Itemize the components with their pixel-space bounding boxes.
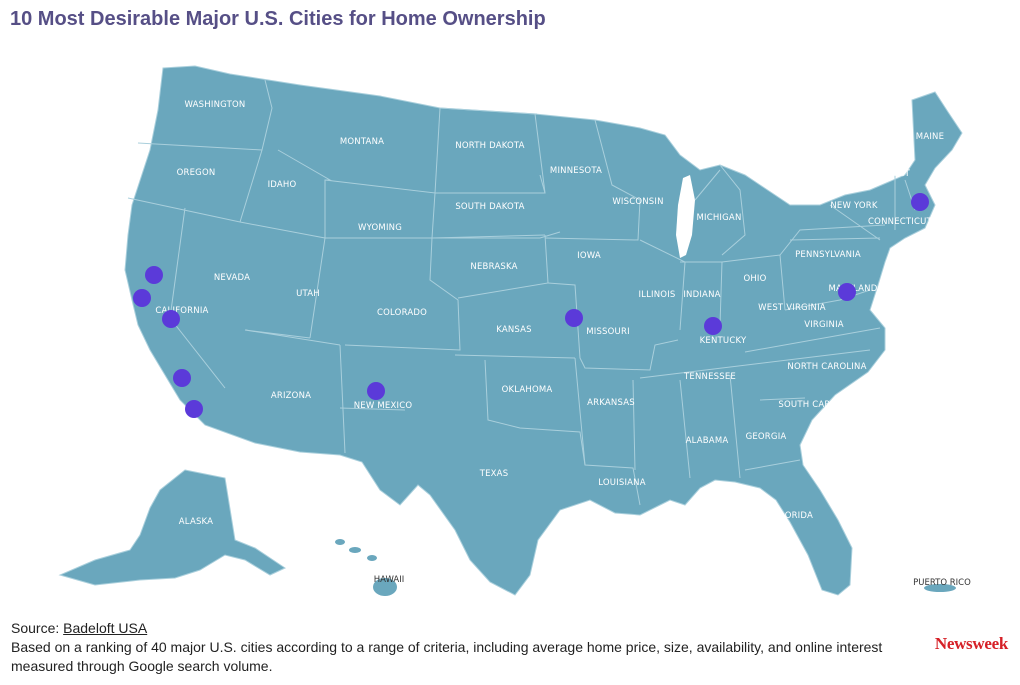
label-puerto-rico: PUERTO RICO: [913, 578, 971, 588]
label-vermont: VERMONT: [866, 169, 911, 179]
label-oklahoma: OKLAHOMA: [502, 385, 553, 395]
label-south-dakota: SOUTH DAKOTA: [455, 202, 524, 212]
city-markers: [133, 193, 929, 418]
label-idaho: IDAHO: [268, 180, 297, 190]
label-south-carolina: SOUTH CAROLINA: [778, 400, 857, 410]
label-nebraska: NEBRASKA: [470, 262, 517, 272]
puerto-rico-island: [924, 584, 956, 592]
label-north-carolina: NORTH CAROLINA: [787, 362, 866, 372]
label-connecticut: CONNECTICUT: [868, 217, 933, 227]
label-iowa: IOWA: [577, 251, 601, 261]
city-marker[interactable]: [145, 266, 163, 284]
label-michigan: MICHIGAN: [696, 213, 741, 223]
label-kansas: KANSAS: [496, 325, 532, 335]
hawaii-islands: [335, 539, 397, 596]
city-marker[interactable]: [133, 289, 151, 307]
city-marker[interactable]: [162, 310, 180, 328]
label-virginia: VIRGINIA: [804, 320, 844, 330]
source-prefix: Source:: [11, 620, 64, 636]
label-missouri: MISSOURI: [586, 327, 630, 337]
label-ohio: OHIO: [743, 274, 766, 284]
state-labels: WASHINGTON OREGON IDAHO MONTANA WYOMING …: [155, 100, 971, 588]
city-marker[interactable]: [838, 283, 856, 301]
label-new-york: NEW YORK: [830, 201, 878, 211]
label-west-virginia: WEST VIRGINIA: [758, 303, 826, 313]
label-new-mexico: NEW MEXICO: [354, 401, 413, 411]
label-florida: FLORIDA: [775, 511, 813, 521]
city-marker[interactable]: [367, 382, 385, 400]
source-link[interactable]: Badeloft USA: [63, 620, 148, 636]
methodology-note: Based on a ranking of 40 major U.S. citi…: [11, 639, 883, 674]
lake-michigan: [676, 175, 695, 258]
label-utah: UTAH: [296, 289, 320, 299]
label-wyoming: WYOMING: [358, 223, 402, 233]
label-california: CALIFORNIA: [155, 306, 208, 316]
map-title: 10 Most Desirable Major U.S. Cities for …: [10, 8, 546, 30]
label-washington: WASHINGTON: [185, 100, 246, 110]
label-kentucky: KENTUCKY: [700, 336, 747, 346]
label-alaska: ALASKA: [179, 517, 213, 527]
state-borders: [127, 79, 916, 506]
footer: Source: Badeloft USA Based on a ranking …: [11, 619, 901, 676]
city-marker[interactable]: [911, 193, 929, 211]
label-indiana: INDIANA: [683, 290, 720, 300]
label-wisconsin: WISCONSIN: [612, 197, 663, 207]
label-montana: MONTANA: [340, 137, 384, 147]
label-hawaii: HAWAII: [374, 575, 405, 585]
label-arizona: ARIZONA: [271, 391, 311, 401]
label-maine: MAINE: [916, 132, 944, 142]
label-texas: TEXAS: [479, 469, 509, 479]
city-marker[interactable]: [704, 317, 722, 335]
contiguous-us-landmass: [124, 65, 963, 596]
city-marker[interactable]: [565, 309, 583, 327]
label-georgia: GEORGIA: [746, 432, 787, 442]
label-tennessee: TENNESSEE: [683, 372, 736, 382]
label-alabama: ALABAMA: [686, 436, 729, 446]
label-louisiana: LOUISIANA: [598, 478, 646, 488]
label-oregon: OREGON: [177, 168, 216, 178]
newsweek-logo: Newsweek: [934, 634, 1008, 653]
label-colorado: COLORADO: [377, 308, 427, 318]
city-marker[interactable]: [173, 369, 191, 387]
label-pennsylvania: PENNSYLVANIA: [795, 250, 861, 260]
source-line: Source: Badeloft USA: [11, 619, 901, 638]
label-minnesota: MINNESOTA: [550, 166, 602, 176]
label-arkansas: ARKANSAS: [587, 398, 635, 408]
label-nevada: NEVADA: [214, 273, 250, 283]
us-map: WASHINGTON OREGON IDAHO MONTANA WYOMING …: [58, 65, 971, 596]
label-illinois: ILLINOIS: [638, 290, 675, 300]
city-marker[interactable]: [185, 400, 203, 418]
alaska-landmass: [58, 469, 287, 586]
label-north-dakota: NORTH DAKOTA: [455, 141, 524, 151]
